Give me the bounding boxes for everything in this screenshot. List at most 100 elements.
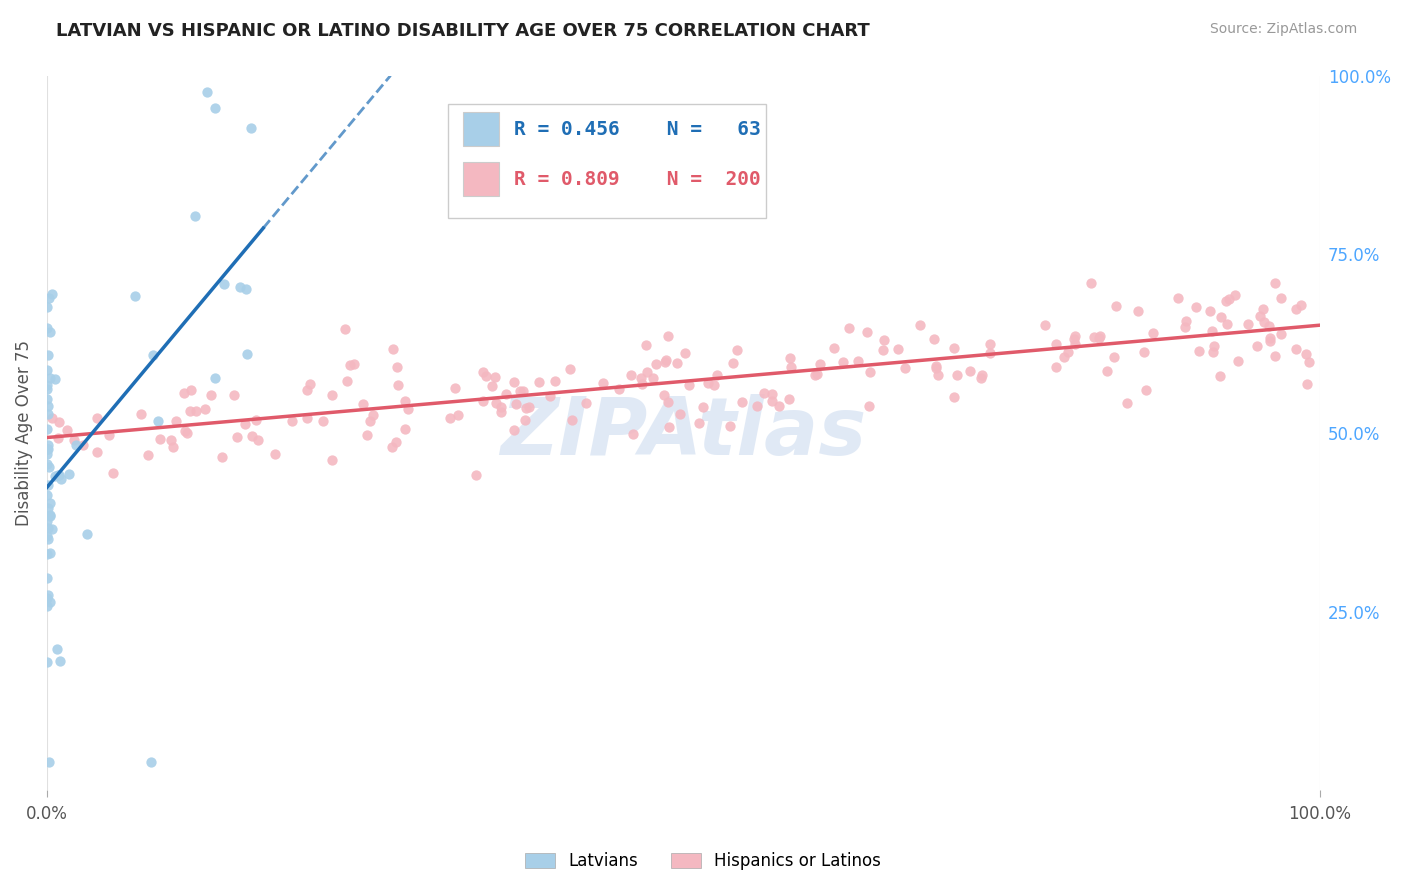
Point xyxy=(1202,344,1225,359)
Point xyxy=(339,358,361,372)
Point xyxy=(396,401,419,416)
Point xyxy=(38,325,60,339)
Point xyxy=(162,440,184,454)
Point xyxy=(946,368,969,382)
Point xyxy=(561,413,583,427)
Point xyxy=(697,376,720,391)
Point xyxy=(621,427,644,442)
Point xyxy=(1218,293,1240,307)
Point xyxy=(37,532,59,546)
Point xyxy=(1133,345,1156,359)
Point xyxy=(489,405,512,419)
Point xyxy=(246,434,269,448)
Point xyxy=(630,370,652,384)
Point xyxy=(1188,344,1211,359)
Point xyxy=(779,359,801,374)
Point xyxy=(35,655,58,669)
Point xyxy=(688,416,710,430)
Point xyxy=(970,368,993,382)
Point xyxy=(1270,326,1292,341)
Point xyxy=(979,346,1001,360)
Point xyxy=(37,408,59,422)
Point xyxy=(46,642,69,657)
Point xyxy=(439,410,461,425)
Point xyxy=(731,394,754,409)
Point xyxy=(657,329,679,343)
Point xyxy=(173,424,195,438)
Point xyxy=(927,368,949,383)
Point xyxy=(979,336,1001,351)
Point xyxy=(1095,364,1118,378)
Point xyxy=(558,361,581,376)
Point xyxy=(37,382,59,396)
Point xyxy=(394,394,416,409)
Point xyxy=(333,322,356,336)
Point xyxy=(1174,320,1197,334)
Point xyxy=(381,440,404,454)
Point xyxy=(124,289,146,303)
Point xyxy=(515,401,537,415)
Point xyxy=(970,371,993,385)
Y-axis label: Disability Age Over 75: Disability Age Over 75 xyxy=(15,340,32,526)
Point xyxy=(41,287,63,301)
Point xyxy=(609,382,631,396)
Point xyxy=(1083,330,1105,344)
Point xyxy=(46,431,69,445)
Point xyxy=(692,400,714,414)
Point xyxy=(1105,300,1128,314)
Point xyxy=(211,450,233,465)
Point xyxy=(245,413,267,427)
Point xyxy=(179,404,201,418)
Point xyxy=(38,546,60,560)
Point xyxy=(35,599,58,614)
Point xyxy=(1142,326,1164,340)
Point xyxy=(184,209,207,223)
Point xyxy=(49,473,72,487)
Point xyxy=(752,386,775,401)
Point xyxy=(1045,359,1067,374)
Point xyxy=(160,433,183,447)
Point xyxy=(804,368,827,383)
Point xyxy=(631,376,654,391)
Point xyxy=(148,414,170,428)
Point xyxy=(233,417,256,432)
Point xyxy=(489,401,512,415)
Point xyxy=(1090,328,1112,343)
Text: ZIPAtlas: ZIPAtlas xyxy=(501,394,866,472)
Point xyxy=(86,410,108,425)
Point xyxy=(173,386,195,401)
Point xyxy=(1264,350,1286,364)
Point xyxy=(1199,304,1222,318)
Point xyxy=(484,370,506,384)
Point xyxy=(645,357,668,371)
Point xyxy=(505,397,527,411)
Point xyxy=(76,527,98,541)
Point xyxy=(658,419,681,434)
Point xyxy=(1285,342,1308,356)
Point xyxy=(149,432,172,446)
Point xyxy=(942,390,965,404)
Point xyxy=(142,348,165,362)
Point xyxy=(35,571,58,585)
Point xyxy=(35,547,58,561)
Point xyxy=(925,359,948,373)
Point xyxy=(894,360,917,375)
Point xyxy=(447,408,470,422)
Point xyxy=(910,318,932,333)
Point xyxy=(575,396,598,410)
Point xyxy=(1167,291,1189,305)
Point xyxy=(35,300,58,314)
Point xyxy=(385,359,408,374)
Point xyxy=(1223,288,1246,302)
Point xyxy=(1033,318,1056,332)
Point xyxy=(44,372,66,386)
Point xyxy=(471,393,494,408)
Point xyxy=(485,396,508,410)
Point xyxy=(858,365,880,379)
Point xyxy=(35,488,58,502)
Point xyxy=(229,279,252,293)
Point xyxy=(343,357,366,371)
Point xyxy=(382,342,405,356)
Point xyxy=(86,445,108,459)
Point xyxy=(725,343,748,358)
